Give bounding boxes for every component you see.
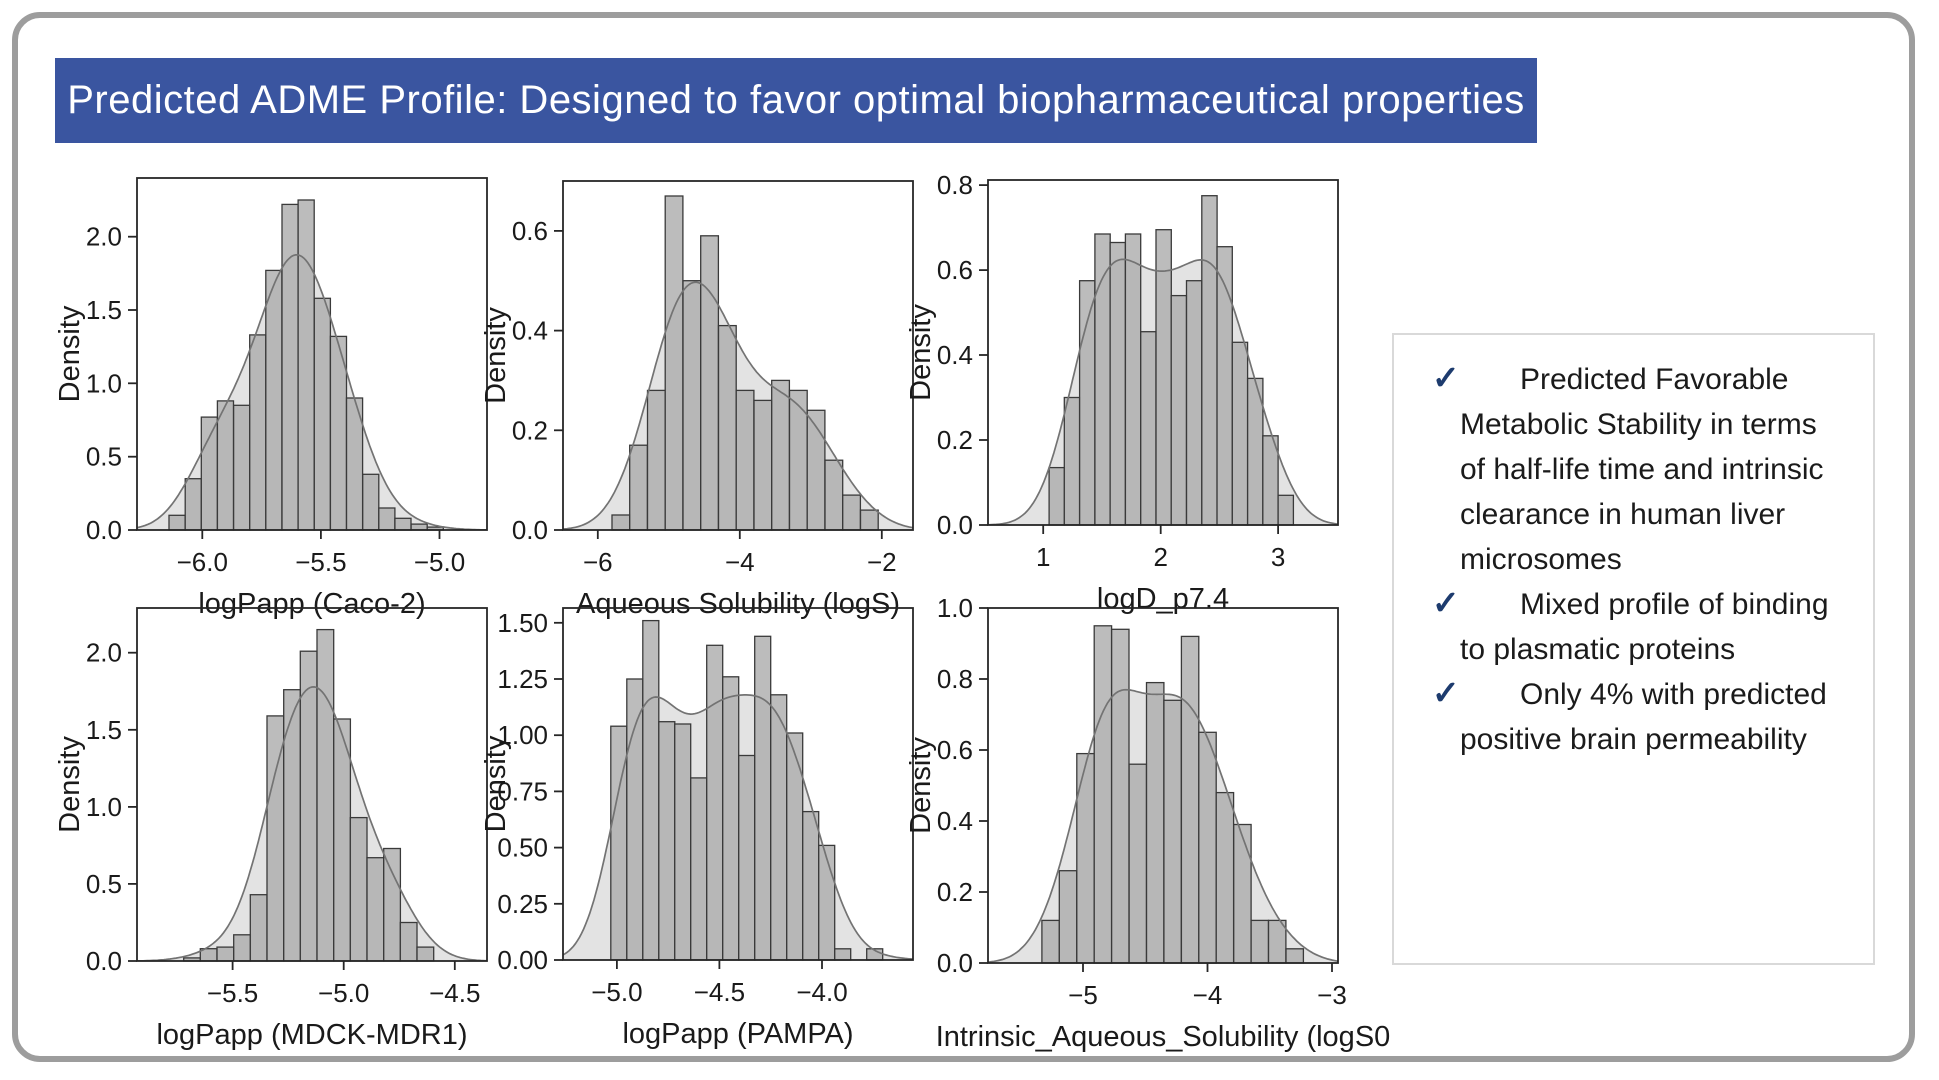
svg-text:0.0: 0.0 bbox=[937, 510, 973, 540]
svg-text:0.0: 0.0 bbox=[86, 515, 122, 545]
svg-text:0.8: 0.8 bbox=[937, 664, 973, 694]
svg-text:1.5: 1.5 bbox=[86, 295, 122, 325]
svg-text:0.2: 0.2 bbox=[937, 425, 973, 455]
svg-text:logD_p7.4: logD_p7.4 bbox=[1097, 583, 1229, 615]
svg-text:logPapp (PAMPA): logPapp (PAMPA) bbox=[622, 1018, 853, 1050]
svg-text:1.25: 1.25 bbox=[497, 664, 548, 694]
svg-text:Density: Density bbox=[905, 737, 937, 834]
check-icon: ✓ bbox=[1432, 359, 1460, 396]
svg-text:0.6: 0.6 bbox=[937, 735, 973, 765]
note-text: Mixed profile of binding to plasmatic pr… bbox=[1460, 588, 1829, 666]
check-icon: ✓ bbox=[1432, 584, 1460, 621]
check-icon: ✓ bbox=[1432, 674, 1460, 711]
page-title: Predicted ADME Profile: Designed to favo… bbox=[67, 78, 1525, 122]
svg-text:0.5: 0.5 bbox=[86, 442, 122, 472]
svg-text:1.00: 1.00 bbox=[497, 720, 548, 750]
svg-text:−4: −4 bbox=[725, 547, 755, 577]
svg-text:0.4: 0.4 bbox=[937, 806, 973, 836]
note-text: Predicted Favorable Metabolic Stability … bbox=[1460, 363, 1824, 576]
svg-text:1.0: 1.0 bbox=[937, 593, 973, 623]
svg-text:−5.0: −5.0 bbox=[414, 547, 465, 577]
svg-text:0.4: 0.4 bbox=[512, 316, 548, 346]
svg-text:−4.5: −4.5 bbox=[429, 978, 480, 1008]
svg-text:Intrinsic_Aqueous_Solubility (: Intrinsic_Aqueous_Solubility (logS0 bbox=[936, 1021, 1391, 1053]
note-item-plasmatic-binding: ✓ Mixed profile of binding to plasmatic … bbox=[1432, 582, 1844, 672]
svg-text:−6.0: −6.0 bbox=[177, 547, 228, 577]
svg-text:Density: Density bbox=[480, 307, 512, 404]
svg-text:0.4: 0.4 bbox=[937, 340, 973, 370]
svg-text:−5: −5 bbox=[1068, 980, 1098, 1010]
title-bar: Predicted ADME Profile: Designed to favo… bbox=[55, 58, 1537, 143]
svg-text:0.50: 0.50 bbox=[497, 833, 548, 863]
svg-text:0.2: 0.2 bbox=[937, 877, 973, 907]
svg-text:2: 2 bbox=[1153, 542, 1167, 572]
svg-text:1.5: 1.5 bbox=[86, 715, 122, 745]
notes-panel: ✓ Predicted Favorable Metabolic Stabilit… bbox=[1392, 333, 1875, 965]
svg-text:−6: −6 bbox=[583, 547, 613, 577]
svg-text:−5.5: −5.5 bbox=[207, 978, 258, 1008]
note-text: Only 4% with predicted positive brain pe… bbox=[1460, 678, 1827, 756]
svg-text:Density: Density bbox=[480, 735, 512, 832]
svg-text:−2: −2 bbox=[867, 547, 897, 577]
svg-text:−4: −4 bbox=[1193, 980, 1223, 1010]
svg-text:0.5: 0.5 bbox=[86, 869, 122, 899]
svg-text:0.2: 0.2 bbox=[512, 415, 548, 445]
svg-text:logPapp (MDCK-MDR1): logPapp (MDCK-MDR1) bbox=[156, 1019, 467, 1051]
svg-text:0.0: 0.0 bbox=[86, 946, 122, 976]
note-item-metabolic-stability: ✓ Predicted Favorable Metabolic Stabilit… bbox=[1432, 357, 1844, 582]
svg-text:0.0: 0.0 bbox=[937, 948, 973, 978]
histogram-logd-p74: 1 2 3 0.0 0.2 0.4 0.6 0.8 logD_p7.4 Density bbox=[905, 170, 1339, 615]
histogram-logpapp-pampa: −5.0 −4.5 −4.0 0.00 0.25 0.50 0.75 1.00 1.25 1.50… bbox=[480, 607, 914, 1050]
svg-text:0.0: 0.0 bbox=[512, 515, 548, 545]
svg-text:0.6: 0.6 bbox=[512, 216, 548, 246]
histogram-logpapp-caco2: −6.0 −5.5 −5.0 0.0 0.5 1.0 1.5 2.0 logPapp (Caco… bbox=[54, 177, 488, 620]
svg-text:0.75: 0.75 bbox=[497, 776, 548, 806]
histogram-intrinsic-aqueous-solubility-logs0: −5 −4 −3 0.0 0.2 0.4 0.6 0.8 1.0 Intrinsic_Aqueou… bbox=[905, 593, 1390, 1053]
svg-text:2.0: 2.0 bbox=[86, 222, 122, 252]
svg-text:3: 3 bbox=[1271, 542, 1285, 572]
svg-text:2.0: 2.0 bbox=[86, 638, 122, 668]
svg-text:−5.0: −5.0 bbox=[318, 978, 369, 1008]
note-item-brain-permeability: ✓ Only 4% with predicted positive brain … bbox=[1432, 672, 1844, 762]
histogram-aqueous-solubility-logs: −6 −4 −2 0.0 0.2 0.4 0.6 Aqueous Solubility (lo… bbox=[480, 180, 914, 620]
svg-text:0.25: 0.25 bbox=[497, 889, 548, 919]
svg-text:Density: Density bbox=[54, 305, 86, 402]
svg-text:1.0: 1.0 bbox=[86, 792, 122, 822]
svg-text:−5.0: −5.0 bbox=[591, 977, 642, 1007]
svg-text:logPapp (Caco-2): logPapp (Caco-2) bbox=[198, 588, 425, 620]
svg-text:0.6: 0.6 bbox=[937, 255, 973, 285]
svg-text:1.0: 1.0 bbox=[86, 368, 122, 398]
svg-text:−4.5: −4.5 bbox=[694, 977, 745, 1007]
svg-text:0.8: 0.8 bbox=[937, 170, 973, 200]
svg-text:Aqueous Solubility (logS): Aqueous Solubility (logS) bbox=[576, 588, 900, 620]
svg-text:0.00: 0.00 bbox=[497, 945, 548, 975]
svg-text:Density: Density bbox=[54, 736, 86, 833]
svg-text:1.50: 1.50 bbox=[497, 608, 548, 638]
svg-text:Density: Density bbox=[905, 304, 937, 401]
svg-text:−4.0: −4.0 bbox=[796, 977, 847, 1007]
histogram-logpapp-mdck-mdr1: −5.5 −5.0 −4.5 0.0 0.5 1.0 1.5 2.0 logPapp (MDCK… bbox=[54, 607, 488, 1051]
svg-text:−5.5: −5.5 bbox=[295, 547, 346, 577]
svg-text:−3: −3 bbox=[1317, 980, 1347, 1010]
svg-text:1: 1 bbox=[1036, 542, 1050, 572]
